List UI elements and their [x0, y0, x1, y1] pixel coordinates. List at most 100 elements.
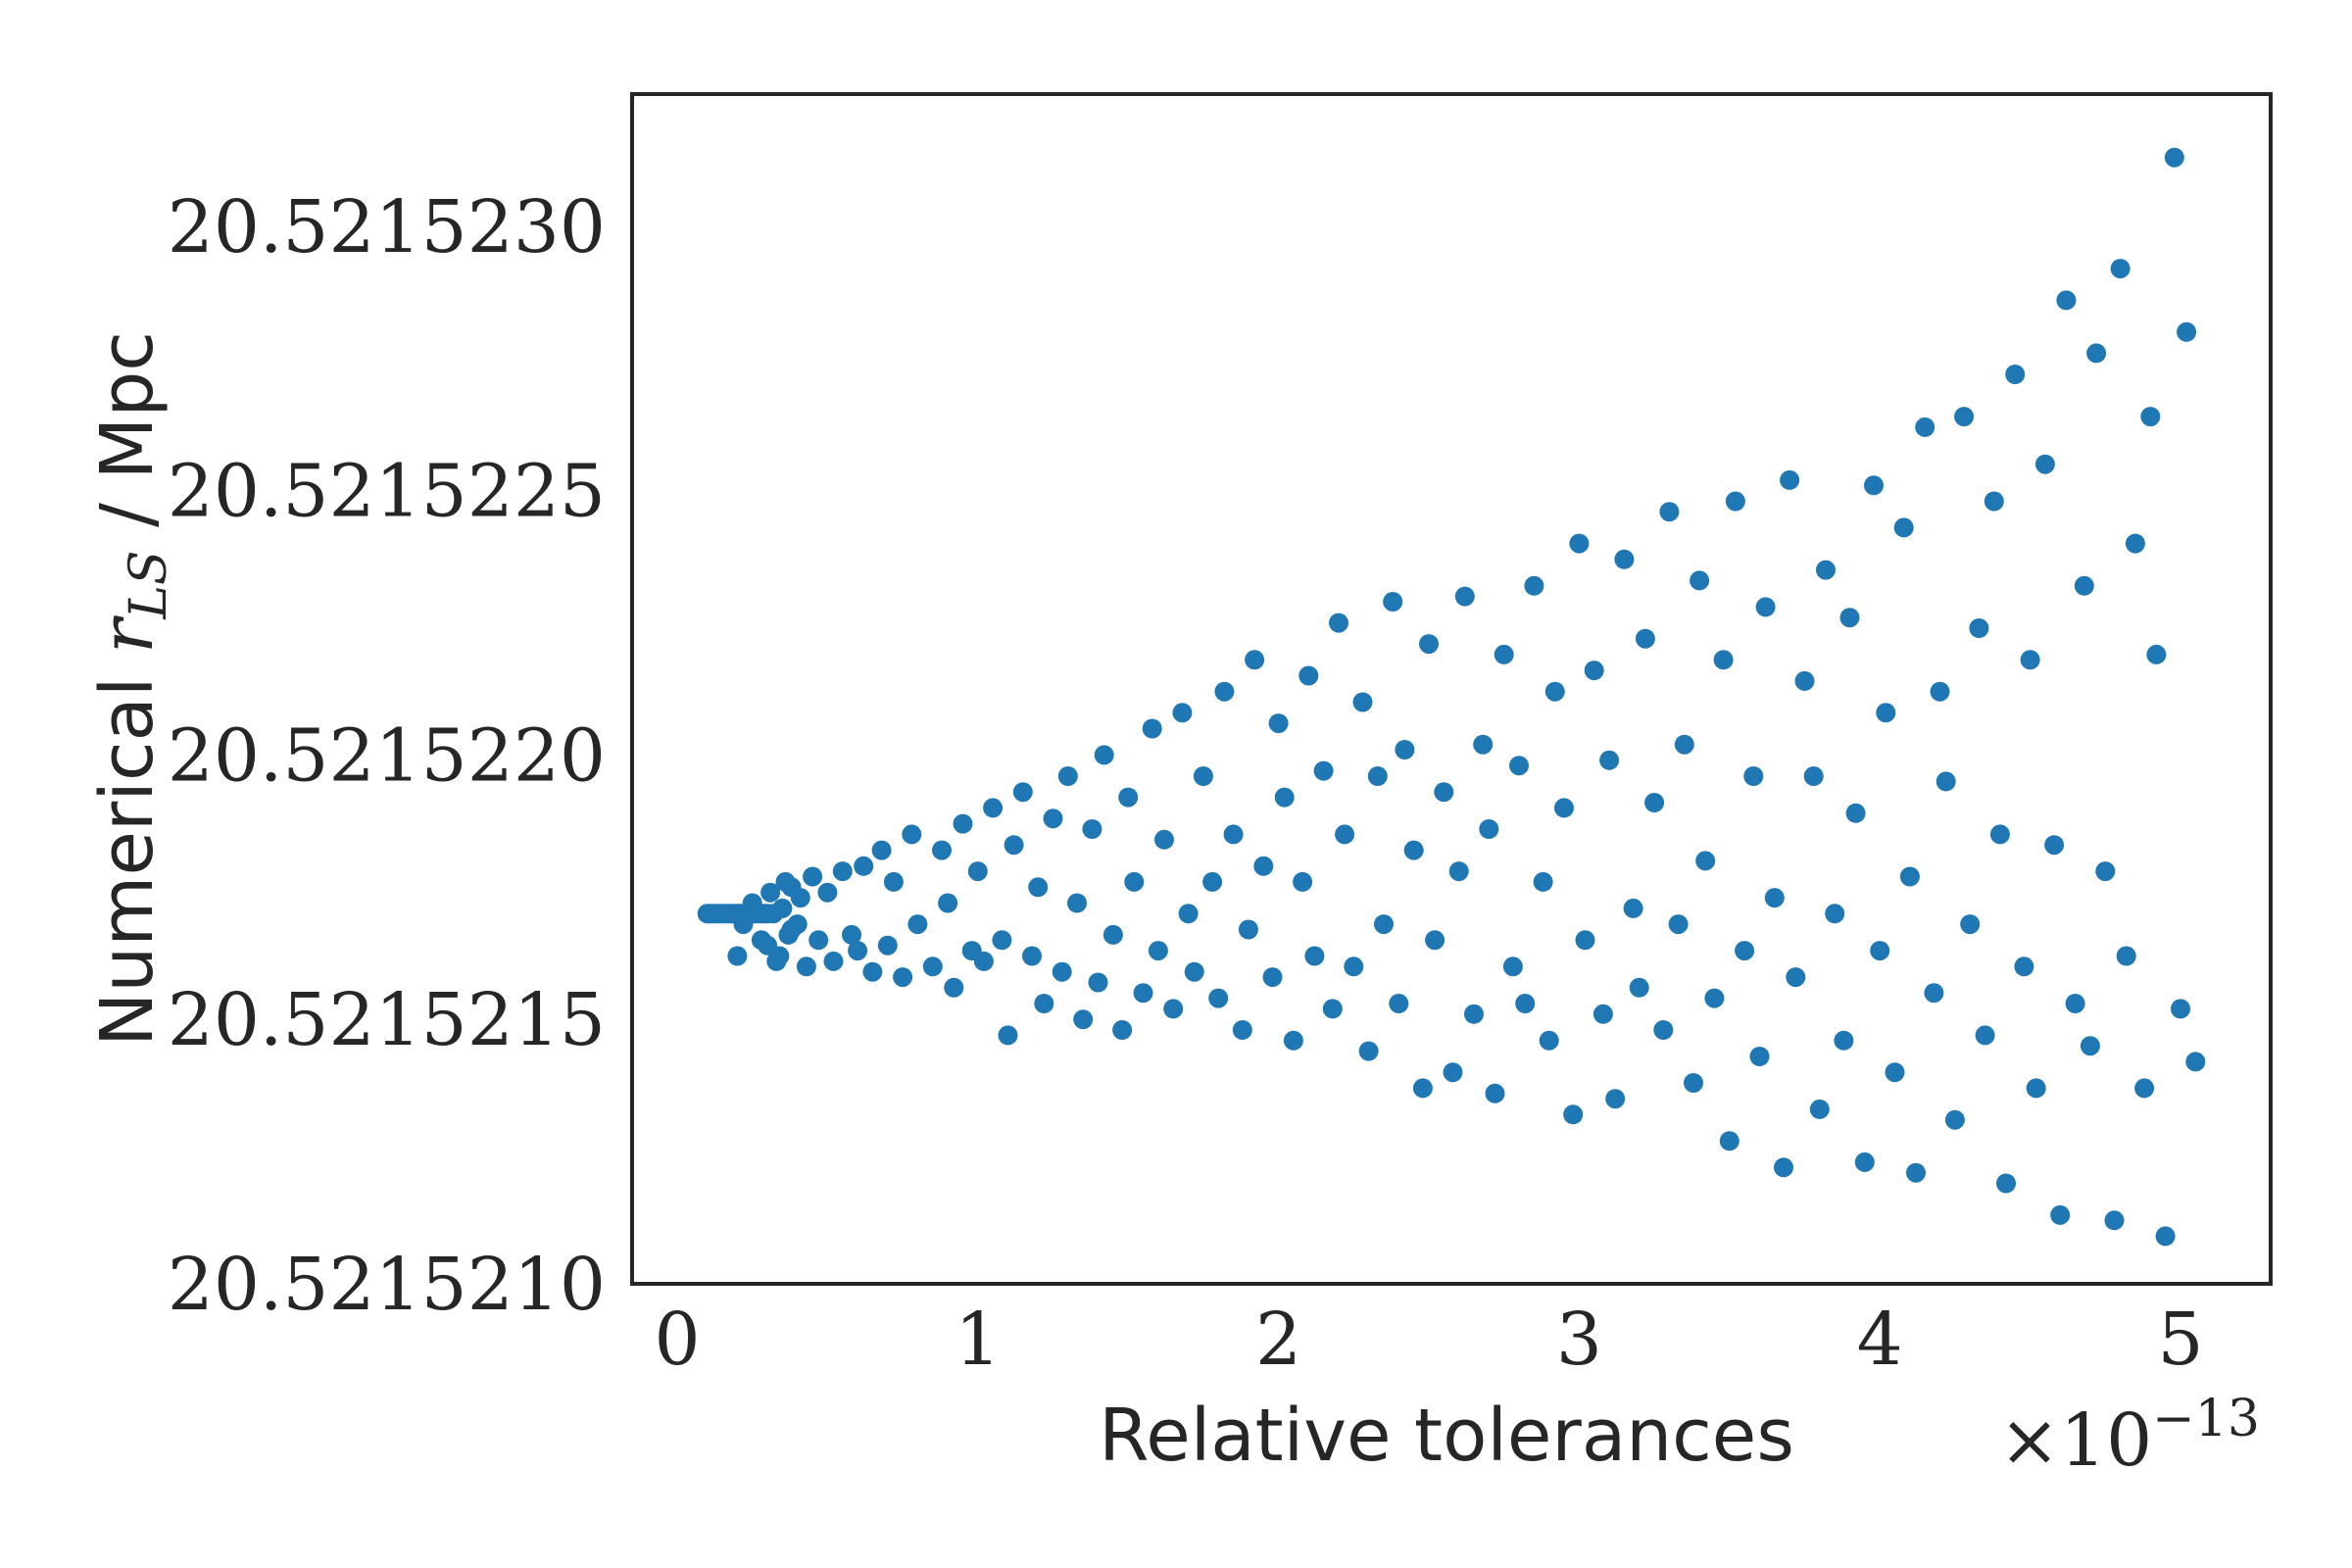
data-point	[1786, 967, 1806, 988]
data-point	[1012, 782, 1033, 803]
y-axis-label-symbol: r	[85, 614, 170, 654]
data-point	[2110, 259, 2131, 279]
data-point	[1635, 628, 1655, 649]
data-point	[1163, 999, 1184, 1019]
data-point	[823, 951, 844, 971]
data-point	[1975, 1025, 1995, 1046]
data-point	[1082, 819, 1102, 839]
data-point	[1899, 866, 1920, 887]
data-point	[1924, 983, 1944, 1004]
data-point	[1644, 793, 1665, 812]
data-point	[854, 856, 874, 876]
data-point	[1313, 760, 1334, 781]
data-point	[1112, 1020, 1133, 1040]
data-point	[1864, 475, 1884, 496]
data-point	[1443, 1062, 1463, 1083]
data-point	[1268, 713, 1289, 734]
data-point	[2140, 407, 2161, 427]
y-tick-label: 20.5215225	[168, 450, 606, 534]
data-point	[1479, 819, 1499, 839]
data-point	[2026, 1078, 2046, 1099]
x-tick-label: 4	[1857, 1298, 1903, 1382]
data-point	[1719, 1131, 1740, 1152]
data-point	[2065, 994, 2085, 1013]
data-point	[1854, 1152, 1875, 1172]
x-tick-label: 3	[1556, 1298, 1602, 1382]
data-point	[1876, 703, 1896, 723]
x-axis-offset-label: ×10−13	[1999, 1390, 2260, 1483]
data-point	[1544, 681, 1565, 702]
data-point	[907, 914, 928, 935]
data-point	[2125, 533, 2145, 554]
data-point	[1004, 835, 1024, 856]
data-point	[1996, 1173, 2016, 1194]
data-point	[1238, 919, 1258, 940]
data-point	[2005, 365, 2026, 384]
data-point	[2044, 835, 2065, 856]
y-axis-label-prefix: Numerical	[85, 654, 170, 1047]
data-point	[2177, 321, 2197, 342]
data-point	[1803, 766, 1824, 786]
data-point	[790, 888, 810, 908]
y-tick-label: 20.5215215	[168, 978, 606, 1062]
data-point	[1764, 888, 1785, 908]
data-point	[2086, 343, 2107, 364]
data-point	[1358, 1041, 1379, 1061]
data-point	[1148, 941, 1168, 961]
data-point	[2080, 1036, 2100, 1056]
data-point	[1088, 972, 1108, 993]
y-axis-label-subscript: LS	[120, 550, 178, 619]
x-axis-ticks: 0 1 2 3 4 5	[654, 1298, 2203, 1382]
data-point	[1172, 703, 1193, 723]
x-tick-label: 0	[654, 1298, 700, 1382]
data-point	[1335, 824, 1355, 845]
data-point	[1592, 1004, 1613, 1024]
data-point	[1509, 756, 1529, 776]
data-point	[1809, 1099, 1830, 1119]
data-point	[1344, 956, 1364, 977]
data-point	[1668, 914, 1689, 935]
data-point	[1984, 491, 2004, 512]
data-point	[1575, 930, 1595, 951]
data-point	[1464, 1004, 1484, 1024]
data-point	[1954, 407, 1975, 427]
data-point	[1133, 983, 1153, 1004]
data-point	[2014, 956, 2034, 977]
data-point	[883, 871, 904, 892]
data-point	[796, 956, 816, 977]
data-point	[1067, 893, 1087, 913]
data-point	[1944, 1109, 1965, 1130]
data-point	[1022, 946, 1042, 966]
data-point	[1605, 1089, 1626, 1109]
data-point	[2185, 1052, 2206, 1072]
data-point	[877, 935, 898, 956]
x-axis-label: Relative tolerances	[1099, 1394, 1794, 1478]
data-point	[1704, 988, 1725, 1008]
data-point	[1329, 612, 1348, 633]
data-point	[1755, 597, 1776, 617]
data-point	[2095, 861, 2116, 882]
data-point	[893, 967, 913, 988]
data-point	[1274, 787, 1295, 808]
data-point	[1322, 999, 1343, 1019]
data-point	[1367, 766, 1388, 786]
data-point	[1304, 946, 1325, 966]
data-point	[742, 893, 762, 913]
data-point	[1434, 782, 1454, 803]
data-point	[1232, 1020, 1252, 1040]
data-point	[1124, 871, 1145, 892]
data-point	[1539, 1030, 1559, 1051]
data-point	[1735, 941, 1755, 961]
y-tick-label: 20.5215220	[168, 713, 606, 798]
plot-area-frame	[630, 92, 2273, 1286]
data-point	[1623, 898, 1643, 918]
data-point	[1118, 787, 1139, 808]
data-point	[1052, 961, 1072, 982]
data-point	[727, 946, 748, 966]
data-point	[2034, 454, 2055, 474]
data-point	[1893, 517, 1914, 538]
data-point	[992, 930, 1012, 951]
data-point	[1473, 734, 1494, 755]
data-point	[1774, 1157, 1793, 1178]
